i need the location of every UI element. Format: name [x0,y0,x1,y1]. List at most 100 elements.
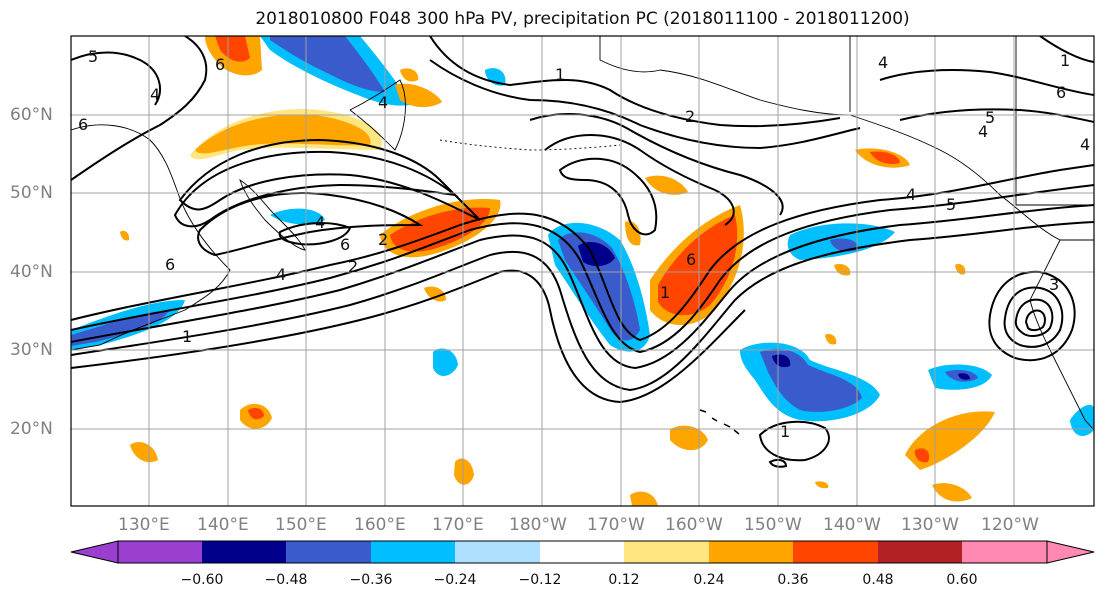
positive-precip-region [454,458,474,485]
lon-label: 180°W [509,515,567,535]
contour-label: 1 [555,65,565,84]
border-line [1015,36,1094,206]
lon-label: 160°E [354,515,406,535]
pv-contour [429,36,841,128]
pv-contour [197,192,424,257]
map-title: 2018010800 F048 300 hPa PV, precipitatio… [255,9,910,29]
contour-label: 6 [215,55,225,74]
pv-contour [178,138,481,221]
contour-label: 1 [660,283,670,302]
positive-precip-region [645,175,688,195]
contour-label: 6 [78,115,88,134]
negative-precip-region [958,373,970,380]
aleutian-chain [439,139,621,151]
lon-label: 140°W [823,515,881,535]
pv-contour [71,184,1094,354]
lon-label: 140°E [197,515,249,535]
positive-precip-region [658,215,738,316]
colorbar-tick-label: 0.60 [946,572,978,588]
contour-label: 2 [348,257,358,276]
hawaii-islands [699,409,740,435]
positive-precip-region [815,481,829,489]
pv-contour [758,420,830,462]
colorbar-tick-label: −0.24 [433,572,477,588]
pv-contour [558,157,658,236]
lat-label-30n: 30°N [10,340,53,360]
pv-contour [988,270,1076,362]
contour-label: 1 [1060,51,1070,70]
pv-contour [768,458,788,468]
contour-label: 6 [686,250,696,269]
colorbar-frame [117,540,1048,564]
colorbar-tick-label: −0.48 [264,572,308,588]
negative-precip-region [558,232,640,341]
positive-precip-region [424,286,446,302]
lat-label-20n: 20°N [10,419,53,439]
contour-label: 2 [685,107,695,126]
colorbar-swatch [962,541,1047,563]
lat-label-60n: 60°N [10,105,53,125]
contour-label: 2 [378,230,388,249]
pv-contour [1024,309,1046,332]
negative-precip-region [433,348,458,376]
lon-label: 170°W [587,515,645,535]
colorbar-swatch [286,541,371,563]
negative-precip-region [270,208,325,225]
colorbar-swatch [202,541,286,563]
contour-label: 4 [1080,135,1090,154]
colorbar-tick-label: −0.12 [518,572,562,588]
contour-label: 4 [276,265,286,284]
contour-label: 4 [315,213,325,232]
positive-precip-region [120,230,130,241]
contour-label: 5 [985,108,995,127]
map-frame [70,35,1095,507]
positive-precip-region [215,36,250,62]
pv-contour [71,269,746,404]
positive-precip-region [630,491,658,506]
lon-label: 130°E [118,515,170,535]
positive-precip-region [195,114,371,154]
negative-precip-region [1070,404,1094,436]
contour-label: 4 [150,85,160,104]
lon-label: 160°W [665,515,723,535]
contour-label: 1 [182,327,192,346]
pv-contour [1014,298,1054,337]
positive-precip-region [870,151,900,164]
colorbar-swatch [624,541,709,563]
lon-label: 150°W [744,515,802,535]
precip-shading [71,36,1094,506]
pv-contour [71,51,161,106]
positive-precip-region [400,68,419,82]
pv-contour [1003,286,1064,348]
pv-contour [278,222,352,246]
positive-precip-region [914,448,930,463]
colorbar-over-arrow [1046,540,1095,564]
colorbar-tick-label: 0.12 [608,572,640,588]
colorbar-tick-label: −0.60 [180,572,224,588]
pv-contour [544,134,735,226]
colorbar-swatch [371,541,455,563]
positive-precip-region [395,83,442,108]
pv-contour [879,69,1094,96]
contour-label: 4 [906,185,916,204]
positive-precip-region [248,408,264,420]
contour-label: 3 [1049,275,1059,294]
pv-contour [429,59,861,150]
colorbar-tick-label: 0.36 [777,572,809,588]
contour-label: 4 [878,53,888,72]
contour-label: 4 [378,93,388,112]
lon-label: 130°W [901,515,959,535]
lon-label: 150°E [275,515,327,535]
pv-contour [71,36,208,181]
pv-contours [71,36,1094,468]
negative-precip-region [772,354,791,368]
colorbar-swatch [878,541,962,563]
contour-label: 5 [88,47,98,66]
colorbar [70,540,1095,564]
colorbar-swatch [118,541,202,563]
colorbar-swatch [793,541,878,563]
graticule [71,36,1094,506]
negative-precip-region [270,36,385,92]
contour-label: 6 [340,235,350,254]
